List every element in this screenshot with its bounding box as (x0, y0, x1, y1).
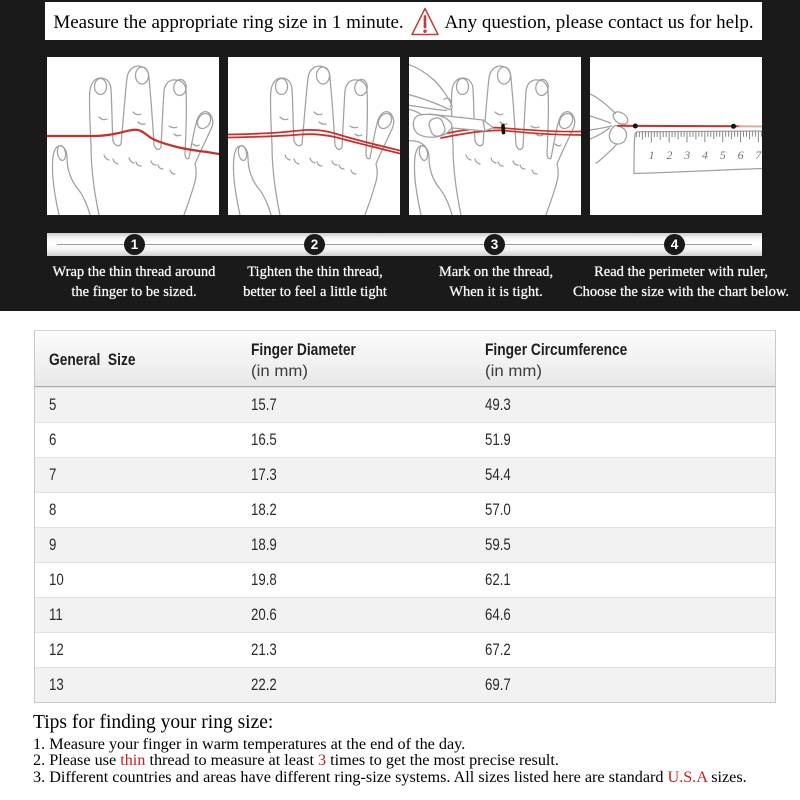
svg-text:7: 7 (755, 148, 762, 162)
svg-text:6: 6 (738, 148, 744, 162)
svg-text:3: 3 (683, 148, 690, 162)
svg-text:5: 5 (720, 148, 726, 162)
svg-text:2: 2 (666, 148, 672, 162)
svg-text:1: 1 (649, 148, 655, 162)
svg-text:4: 4 (702, 148, 708, 162)
